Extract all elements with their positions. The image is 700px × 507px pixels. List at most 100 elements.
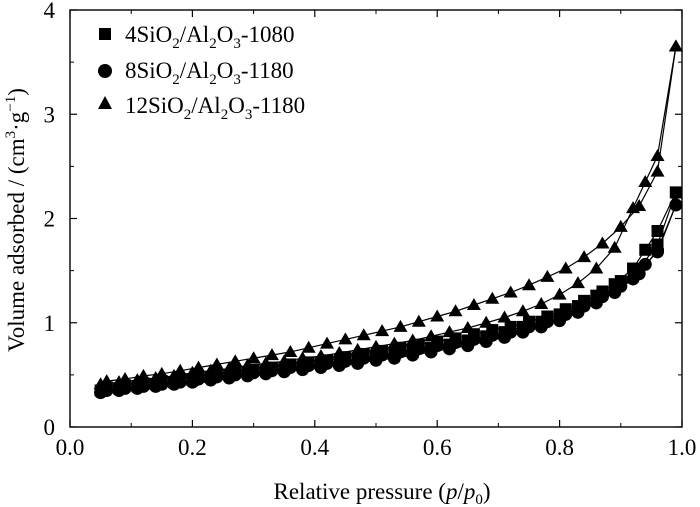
series-3-adsorption-point (148, 371, 163, 384)
series-3-adsorption-point (424, 329, 439, 342)
x-axis-label: Relative pressure (p/p0) (274, 479, 491, 507)
series-2-desorption-point (522, 320, 536, 334)
series-3-adsorption-point (442, 325, 457, 338)
x-tick-label: 0.2 (178, 435, 207, 460)
series-3-desorption-point (356, 328, 371, 341)
series-3-desorption-point (136, 368, 151, 381)
series-1-adsorption-point (651, 225, 664, 238)
tick-labels: 0.0 0.2 0.4 0.6 0.8 1.0 0 1 2 3 4 (44, 0, 697, 460)
series-lines (100, 46, 677, 394)
legend-label-2: 8SiO2/Al2O3-1180 (125, 58, 294, 88)
series-3-desorption-point (154, 366, 169, 379)
legend: 4SiO2/Al2O3-1080 8SiO2/Al2O3-1180 12SiO2… (98, 22, 305, 123)
x-tick-label: 0.4 (300, 435, 329, 460)
series-2-desorption-point (467, 332, 481, 346)
series-3-desorption-point (320, 336, 335, 349)
series-3-adsorption-point (203, 363, 218, 376)
x-tick-label: 1.0 (668, 435, 697, 460)
series-3-adsorption-point (295, 351, 310, 364)
y-tick-label: 0 (44, 415, 56, 440)
series-3-desorption-point (632, 198, 647, 211)
series-2-desorption-point (540, 315, 554, 329)
series-2-desorption-point (669, 198, 683, 212)
series-3-adsorption-point (277, 354, 292, 367)
legend-marker-triangle (98, 96, 112, 109)
series-3-desorption-point (613, 219, 628, 232)
series-3-desorption-point (466, 298, 481, 311)
series-3-desorption-point (393, 319, 408, 332)
series-3-adsorption-point (460, 320, 475, 333)
series-3-desorption-point (448, 304, 463, 317)
series-3-adsorption-point (570, 276, 585, 289)
x-tick-label: 0.8 (545, 435, 574, 460)
legend-label-1: 4SiO2/Al2O3-1080 (125, 22, 294, 52)
series-2-desorption-point (375, 348, 389, 362)
series-3-desorption-point (283, 344, 298, 357)
series-markers (93, 39, 683, 400)
series-2-desorption-point (357, 351, 371, 365)
series-3-desorption-point (209, 357, 224, 370)
series-3-desorption-point (264, 348, 279, 361)
series-2-desorption-point (504, 325, 518, 339)
series-3-adsorption-point (638, 175, 653, 188)
series-2-desorption-point (577, 299, 591, 313)
series-3-desorption-point (595, 236, 610, 249)
series-3-adsorption-point (93, 377, 108, 390)
legend-marker-circle (98, 64, 112, 78)
series-3-desorption-point (485, 291, 500, 304)
x-tick-label: 0.6 (423, 435, 452, 460)
series-2-desorption-point (595, 290, 609, 304)
series-3-adsorption-point (313, 349, 328, 362)
series-3-adsorption-point (350, 342, 365, 355)
series-3-desorption-point (411, 314, 426, 327)
series-3-adsorption-point (222, 361, 237, 374)
series-2-desorption-point (449, 336, 463, 350)
y-tick-label: 1 (44, 311, 56, 336)
series-3-desorption-point (118, 372, 133, 385)
series-3-adsorption-point (589, 261, 604, 274)
series-3-adsorption-point (130, 373, 145, 386)
legend-marker-square (99, 28, 111, 40)
y-tick-label: 2 (44, 207, 56, 232)
series-2-desorption-point (614, 279, 628, 293)
series-3-adsorption-point (111, 375, 126, 388)
y-axis-label: Volume adsorbed / (cm3·g−1) (3, 88, 29, 352)
series-3-adsorption-point (552, 287, 567, 300)
series-3-adsorption-point (369, 339, 383, 352)
x-tick-label: 0.0 (56, 435, 85, 460)
series-3-desorption-point (246, 351, 261, 364)
series-3-adsorption-point (240, 358, 255, 371)
series-2-desorption-point (559, 307, 573, 321)
series-2-desorption-point (485, 328, 499, 342)
series-2-desorption-point (412, 342, 426, 356)
series-3-adsorption-point (387, 336, 402, 349)
series-3-desorption-point (99, 374, 114, 387)
legend-label-3: 12SiO2/Al2O3-1180 (125, 93, 305, 123)
series-3-desorption-point (650, 164, 665, 177)
series-3-desorption-point (522, 278, 536, 291)
series-3-adsorption-point (515, 304, 530, 317)
series-3-desorption-point (173, 363, 188, 376)
y-tick-label: 4 (44, 0, 56, 23)
series-3-adsorption-point (258, 356, 273, 369)
series-3-adsorption-point (332, 345, 347, 358)
series-2-desorption-point (430, 339, 444, 353)
series-2-desorption-point (632, 267, 646, 281)
series-3-desorption-point (668, 39, 683, 52)
series-3-desorption-point (503, 285, 518, 298)
series-3-adsorption-point (534, 296, 549, 309)
series-3-desorption-point (540, 269, 555, 282)
series-3-desorption-point (228, 354, 243, 367)
series-3-adsorption-line (100, 46, 677, 385)
axes (69, 9, 683, 428)
series-1-desorption-point (669, 186, 682, 199)
series-3-desorption-point (191, 360, 206, 373)
series-3-desorption-point (558, 261, 573, 274)
series-3-adsorption-point (405, 333, 420, 346)
y-tick-label: 3 (44, 102, 56, 127)
series-3-adsorption-point (607, 240, 622, 253)
series-1-adsorption-point (639, 243, 652, 256)
series-2-desorption-point (651, 243, 665, 257)
series-3-desorption-point (301, 340, 316, 353)
